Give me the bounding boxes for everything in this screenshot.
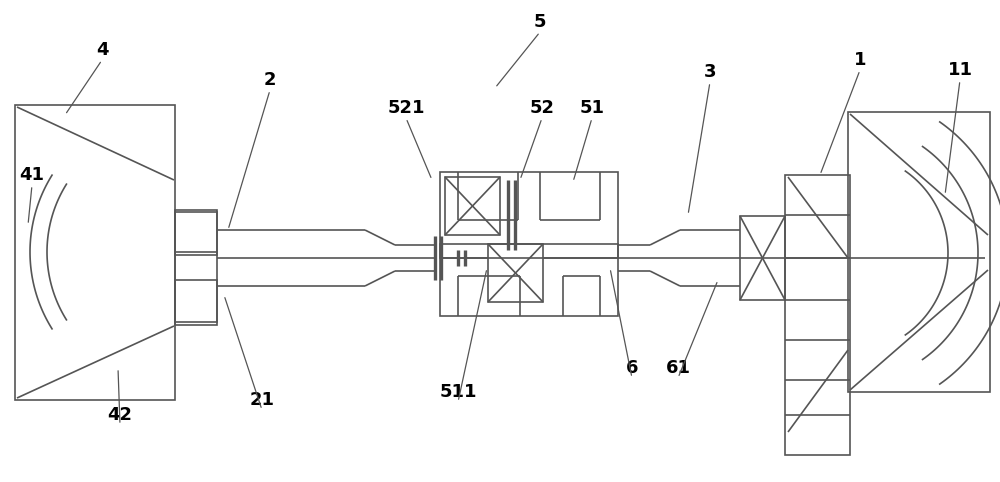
Bar (848, 112, 990, 392)
Text: 1: 1 (854, 51, 866, 69)
Bar (440, 172, 618, 258)
Text: 11: 11 (948, 61, 972, 79)
Text: 61: 61 (666, 359, 690, 377)
Text: 6: 6 (626, 359, 638, 377)
Text: 521: 521 (387, 99, 425, 117)
Text: 2: 2 (264, 71, 276, 89)
Bar (440, 244, 618, 316)
Text: 52: 52 (530, 99, 554, 117)
Text: 511: 511 (439, 383, 477, 401)
Text: 21: 21 (250, 391, 274, 409)
Text: 4: 4 (96, 41, 108, 59)
Bar (175, 212, 217, 322)
Text: 3: 3 (704, 63, 716, 81)
Bar (175, 210, 217, 255)
Bar (740, 216, 785, 300)
Bar (15, 105, 175, 400)
Bar (785, 175, 850, 455)
Text: 51: 51 (580, 99, 604, 117)
Text: 42: 42 (108, 406, 132, 424)
Bar (175, 280, 217, 325)
Text: 41: 41 (20, 166, 44, 184)
Bar (488, 244, 543, 302)
Text: 5: 5 (534, 13, 546, 31)
Bar (445, 177, 500, 235)
